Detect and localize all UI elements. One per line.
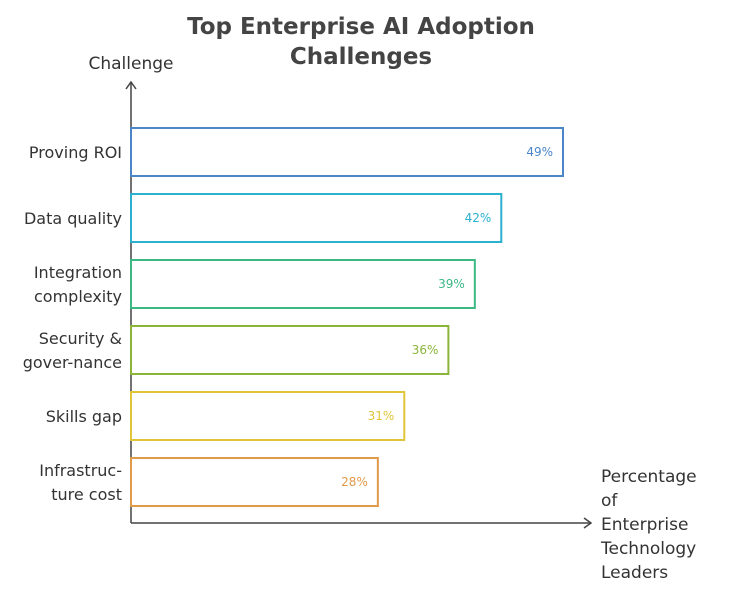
x-axis-label: Percentage of Enterprise Technology Leaders <box>600 467 697 583</box>
bar <box>130 127 564 177</box>
data-label: 36% <box>412 343 439 357</box>
axes <box>125 80 593 529</box>
y-axis-label: Challenge <box>89 54 174 74</box>
bars: 49% Proving ROI 42% Data quality 39% Integrat… <box>23 127 564 507</box>
data-label: 31% <box>368 409 395 423</box>
category-tick-label: ture cost <box>51 485 122 504</box>
category-tick-label: Proving ROI <box>29 143 122 162</box>
data-label: 28% <box>341 475 368 489</box>
category-tick-label: Security & <box>39 329 122 348</box>
x-axis-label-line: Enterprise <box>601 515 688 535</box>
category-tick-label: gover-nance <box>23 353 122 372</box>
x-axis-label-line: Technology <box>600 539 696 559</box>
chart-title-line-1: Top Enterprise AI Adoption <box>187 14 535 40</box>
x-axis-label-line: of <box>601 491 618 511</box>
bar-group: 42% Data quality <box>24 193 503 243</box>
chart-title: Top Enterprise AI Adoption Challenges <box>187 14 535 70</box>
bar <box>130 259 476 309</box>
x-axis-arrow-icon <box>583 517 593 529</box>
bar <box>130 457 379 507</box>
bar-group: 28% Infrastruc-ture cost <box>39 457 379 507</box>
bar-group: 36% Security & gover-nance <box>23 325 450 375</box>
bar-group: 49% Proving ROI <box>29 127 564 177</box>
data-label: 49% <box>526 145 553 159</box>
category-tick-label: Infrastruc- <box>39 461 122 480</box>
bar <box>130 325 450 375</box>
bar <box>130 193 503 243</box>
data-label: 42% <box>465 211 492 225</box>
bar <box>130 391 406 441</box>
y-axis-arrow-icon <box>125 80 137 90</box>
x-axis-label-line: Leaders <box>601 563 668 583</box>
bar-group: 31% Skills gap <box>46 391 406 441</box>
x-axis-label-line: Percentage <box>601 467 697 487</box>
category-tick-label: Data quality <box>24 209 122 228</box>
category-tick-label: Skills gap <box>46 407 122 426</box>
category-tick-label: Integration <box>34 263 122 282</box>
data-label: 39% <box>438 277 465 291</box>
chart-title-line-2: Challenges <box>290 44 432 70</box>
category-tick-label: complexity <box>34 287 122 306</box>
bar-group: 39% Integration complexity <box>34 259 476 309</box>
